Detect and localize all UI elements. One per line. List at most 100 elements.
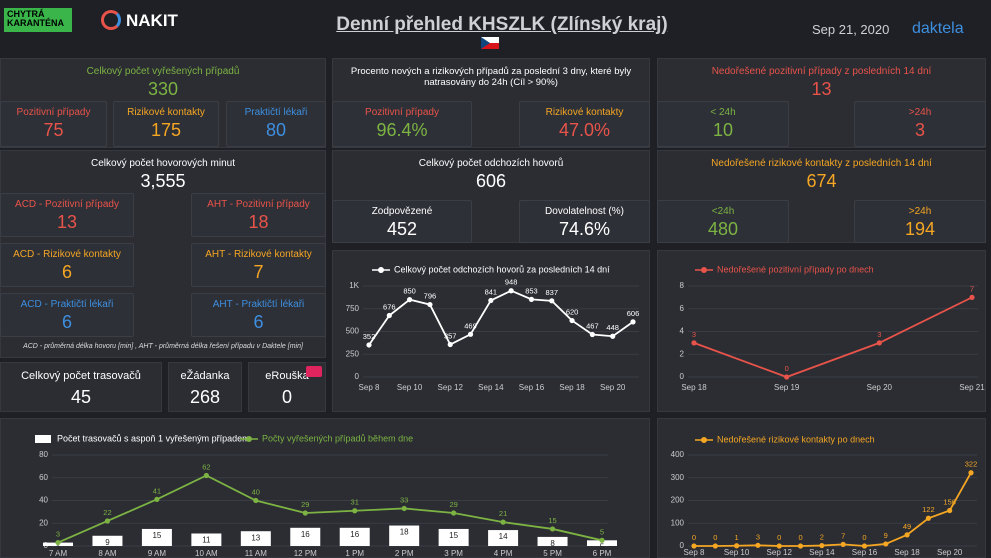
y-tick-label: 100 (671, 518, 685, 527)
kpi-value: 6 (61, 312, 72, 332)
x-tick-label: Sep 19 (774, 383, 800, 392)
bar (339, 527, 370, 546)
point-value-label: 29 (301, 500, 309, 509)
point (968, 470, 974, 476)
point-value-label: 469 (464, 321, 477, 330)
y-tick-label: 40 (39, 496, 48, 505)
kpi-label: Rizikové kontakty (545, 107, 624, 118)
point-value-label: 62 (202, 462, 210, 471)
kpi-label: Pozitivní případy (16, 107, 91, 118)
panel-title: Celkový počet hovorových minut (91, 158, 235, 169)
kpi-label: AHT - Pozitivní případy (207, 199, 310, 210)
kpi-label: ACD - Praktičtí lékaři (20, 299, 114, 310)
point (427, 301, 433, 308)
legend-label: Počet trasovačů s aspoň 1 vyřešeným příp… (57, 433, 250, 443)
kpi-box (191, 193, 326, 237)
x-tick-label: 6 PM (593, 549, 612, 558)
x-tick-label: 5 PM (543, 549, 562, 558)
counter-label: Celkový počet trasovačů (21, 370, 141, 382)
point (840, 541, 846, 548)
point (712, 543, 718, 549)
point (969, 294, 975, 300)
kpi-box (854, 200, 986, 243)
y-tick-label: 200 (671, 496, 685, 505)
point (386, 312, 392, 319)
panel-title: Nedořešené rizikové kontakty z posledníc… (711, 158, 932, 169)
kpi-label: >24h (908, 206, 932, 217)
legend-marker (246, 436, 252, 442)
point (776, 543, 782, 549)
legend-marker (378, 267, 384, 273)
point-value-label: 40 (252, 487, 260, 496)
legend-label: Nedořešené rizikové kontakty po dnech (717, 434, 875, 444)
point (734, 543, 740, 549)
x-tick-label: Sep 21 (959, 383, 985, 392)
bar-value-label: 5 (600, 542, 605, 551)
point (401, 505, 407, 512)
point (925, 515, 931, 521)
line (368, 289, 634, 346)
point-value-label: 49 (903, 522, 911, 531)
bar-value-label: 16 (301, 530, 310, 539)
point (599, 537, 605, 543)
date: Sep 21, 2020 (812, 22, 890, 37)
point-value-label: 606 (627, 309, 640, 318)
x-tick-label: 7 AM (49, 549, 68, 558)
point-value-label: 3 (56, 530, 60, 539)
point-value-label: 9 (884, 531, 888, 540)
x-tick-label: Sep 18 (681, 383, 707, 392)
point (589, 331, 595, 338)
bar-value-label: 13 (251, 533, 260, 542)
kpi-value: 480 (707, 219, 739, 239)
panel-title: Celkový počet vyřešených případů (86, 66, 240, 77)
logo-chytra-karantena: CHYTRÁ KARANTÉNA (4, 8, 72, 32)
kpi-value: 175 (150, 120, 182, 140)
point-value-label: 3 (756, 532, 760, 541)
bar-value-label: 8 (550, 539, 555, 548)
kpi-label: < 24h (710, 107, 736, 118)
counter-value: 268 (189, 387, 221, 407)
page-title: Denní přehled KHSZLK (Zlínský kraj) (336, 14, 668, 35)
point (549, 298, 555, 304)
y-tick-label: 8 (680, 281, 685, 290)
kpi-label: Rizikové kontakty (127, 107, 205, 118)
point (508, 288, 514, 294)
kpi-label: Zodpovězené (371, 206, 433, 217)
panel-value: 3,555 (140, 171, 186, 191)
x-tick-label: Sep 8 (359, 383, 380, 392)
point (691, 543, 697, 549)
panel-value: 674 (806, 171, 837, 191)
point (610, 333, 616, 339)
point (253, 497, 259, 504)
legend-marker (701, 437, 707, 443)
kpi-value: 3 (914, 120, 925, 140)
y-tick-label: 6 (680, 304, 685, 313)
point-value-label: 29 (449, 500, 457, 509)
kpi-box (0, 243, 134, 287)
bar-value-label: 9 (105, 538, 110, 547)
bar-value-label: 11 (202, 536, 211, 545)
point-value-label: 676 (383, 302, 396, 311)
point-value-label: 3 (877, 330, 881, 339)
kpi-value: 80 (265, 120, 287, 140)
point (861, 543, 868, 549)
bar (141, 528, 172, 546)
kpi-value: 7 (253, 262, 264, 282)
y-tick-label: 400 (671, 450, 685, 459)
point (55, 539, 61, 546)
point (352, 508, 358, 514)
point-value-label: 33 (400, 495, 408, 504)
x-tick-label: Sep 12 (438, 383, 464, 392)
y-tick-label: 80 (39, 450, 48, 459)
x-tick-label: Sep 12 (767, 548, 793, 557)
counter-value: 0 (281, 387, 292, 407)
x-tick-label: 12 PM (294, 549, 317, 558)
kpi-value: 13 (56, 212, 78, 232)
y-tick-label: 250 (346, 349, 360, 358)
kpi-label: AHT - Rizikové kontakty (205, 249, 312, 260)
bar-value-label: 18 (400, 528, 409, 537)
bar-value-label: 15 (152, 531, 161, 540)
kpi-box (113, 101, 219, 147)
kpi-box (191, 293, 326, 337)
bar-value-label: 15 (449, 531, 458, 540)
